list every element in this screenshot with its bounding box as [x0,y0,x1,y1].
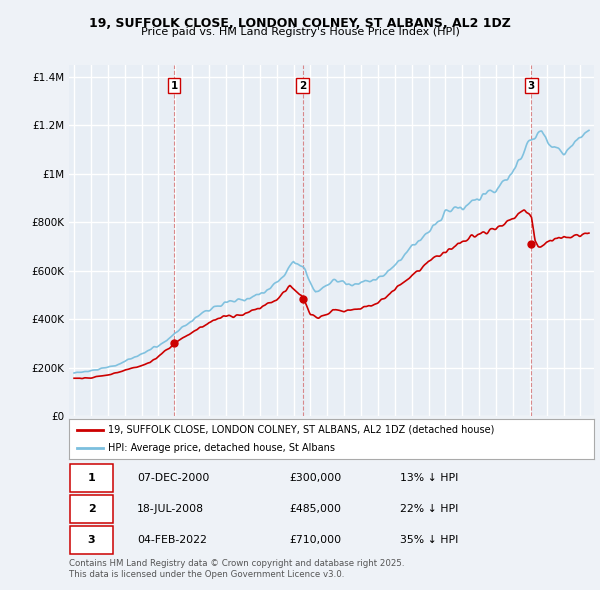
Text: 18-JUL-2008: 18-JUL-2008 [137,504,204,514]
FancyBboxPatch shape [70,495,113,523]
Text: 07-DEC-2000: 07-DEC-2000 [137,473,209,483]
Text: 3: 3 [528,81,535,91]
Text: 19, SUFFOLK CLOSE, LONDON COLNEY, ST ALBANS, AL2 1DZ: 19, SUFFOLK CLOSE, LONDON COLNEY, ST ALB… [89,17,511,30]
Text: £710,000: £710,000 [290,535,341,545]
Text: 19, SUFFOLK CLOSE, LONDON COLNEY, ST ALBANS, AL2 1DZ (detached house): 19, SUFFOLK CLOSE, LONDON COLNEY, ST ALB… [109,425,495,435]
Text: Contains HM Land Registry data © Crown copyright and database right 2025.
This d: Contains HM Land Registry data © Crown c… [69,559,404,579]
Text: 13% ↓ HPI: 13% ↓ HPI [400,473,458,483]
Text: 1: 1 [170,81,178,91]
FancyBboxPatch shape [70,464,113,492]
Text: 2: 2 [88,504,95,514]
Text: 04-FEB-2022: 04-FEB-2022 [137,535,207,545]
Text: 2: 2 [299,81,306,91]
Text: 35% ↓ HPI: 35% ↓ HPI [400,535,458,545]
Text: £485,000: £485,000 [290,504,341,514]
Text: £300,000: £300,000 [290,473,342,483]
Text: Price paid vs. HM Land Registry's House Price Index (HPI): Price paid vs. HM Land Registry's House … [140,27,460,37]
Text: HPI: Average price, detached house, St Albans: HPI: Average price, detached house, St A… [109,443,335,453]
Text: 3: 3 [88,535,95,545]
Text: 1: 1 [88,473,95,483]
Text: 22% ↓ HPI: 22% ↓ HPI [400,504,458,514]
FancyBboxPatch shape [70,526,113,554]
